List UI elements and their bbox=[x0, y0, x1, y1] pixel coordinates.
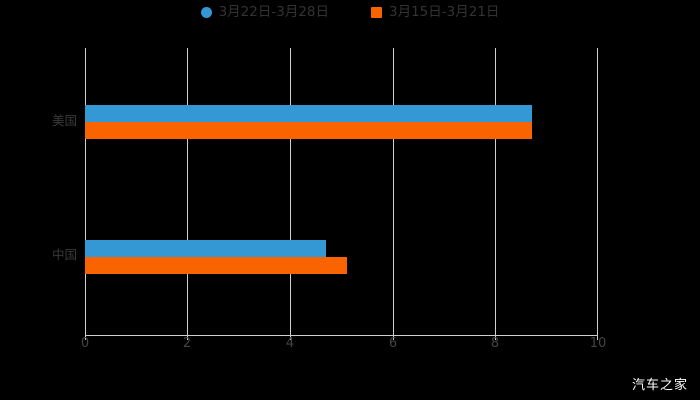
gridline-6 bbox=[393, 48, 394, 335]
x-tick-label-2: 2 bbox=[182, 336, 192, 351]
legend-label-series-1: 3月22日-3月28日 bbox=[218, 4, 329, 20]
y-axis-label-china: 中国 bbox=[51, 247, 77, 262]
x-tick-label-8: 8 bbox=[490, 336, 500, 351]
legend-label-series-2: 3月15日-3月21日 bbox=[389, 4, 500, 20]
legend-item-series-2[interactable]: 3月15日-3月21日 bbox=[371, 4, 500, 20]
chart-legend: 3月22日-3月28日 3月15日-3月21日 bbox=[0, 4, 700, 20]
tick-mark-8 bbox=[495, 335, 496, 340]
x-tick-label-4: 4 bbox=[285, 336, 295, 351]
y-axis-labels: 美国 中国 bbox=[12, 0, 77, 400]
tick-mark-2 bbox=[187, 335, 188, 340]
y-axis-label-usa: 美国 bbox=[51, 113, 77, 128]
legend-marker-square-orange bbox=[371, 7, 382, 19]
watermark-autohome: 汽车之家 bbox=[631, 378, 688, 393]
tick-mark-0 bbox=[85, 335, 86, 340]
gridline-4 bbox=[290, 48, 291, 335]
bar-china-series-1 bbox=[85, 240, 326, 257]
bar-china-series-2 bbox=[85, 257, 347, 274]
bar-usa-series-1 bbox=[85, 105, 532, 122]
legend-marker-circle-blue bbox=[200, 7, 212, 19]
plot-area bbox=[85, 48, 598, 340]
x-axis-line bbox=[85, 335, 598, 336]
tick-mark-10 bbox=[597, 335, 598, 340]
x-tick-label-10: 10 bbox=[589, 336, 607, 351]
x-tick-label-6: 6 bbox=[388, 336, 398, 351]
gridline-2 bbox=[187, 48, 188, 335]
bar-usa-series-2 bbox=[85, 122, 532, 139]
gridline-8 bbox=[495, 48, 496, 335]
tick-mark-6 bbox=[393, 335, 394, 340]
x-tick-label-0: 0 bbox=[80, 336, 90, 351]
gridline-0 bbox=[85, 48, 86, 335]
tick-mark-4 bbox=[290, 335, 291, 340]
gridline-10 bbox=[597, 48, 598, 335]
legend-item-series-1[interactable]: 3月22日-3月28日 bbox=[200, 4, 329, 20]
